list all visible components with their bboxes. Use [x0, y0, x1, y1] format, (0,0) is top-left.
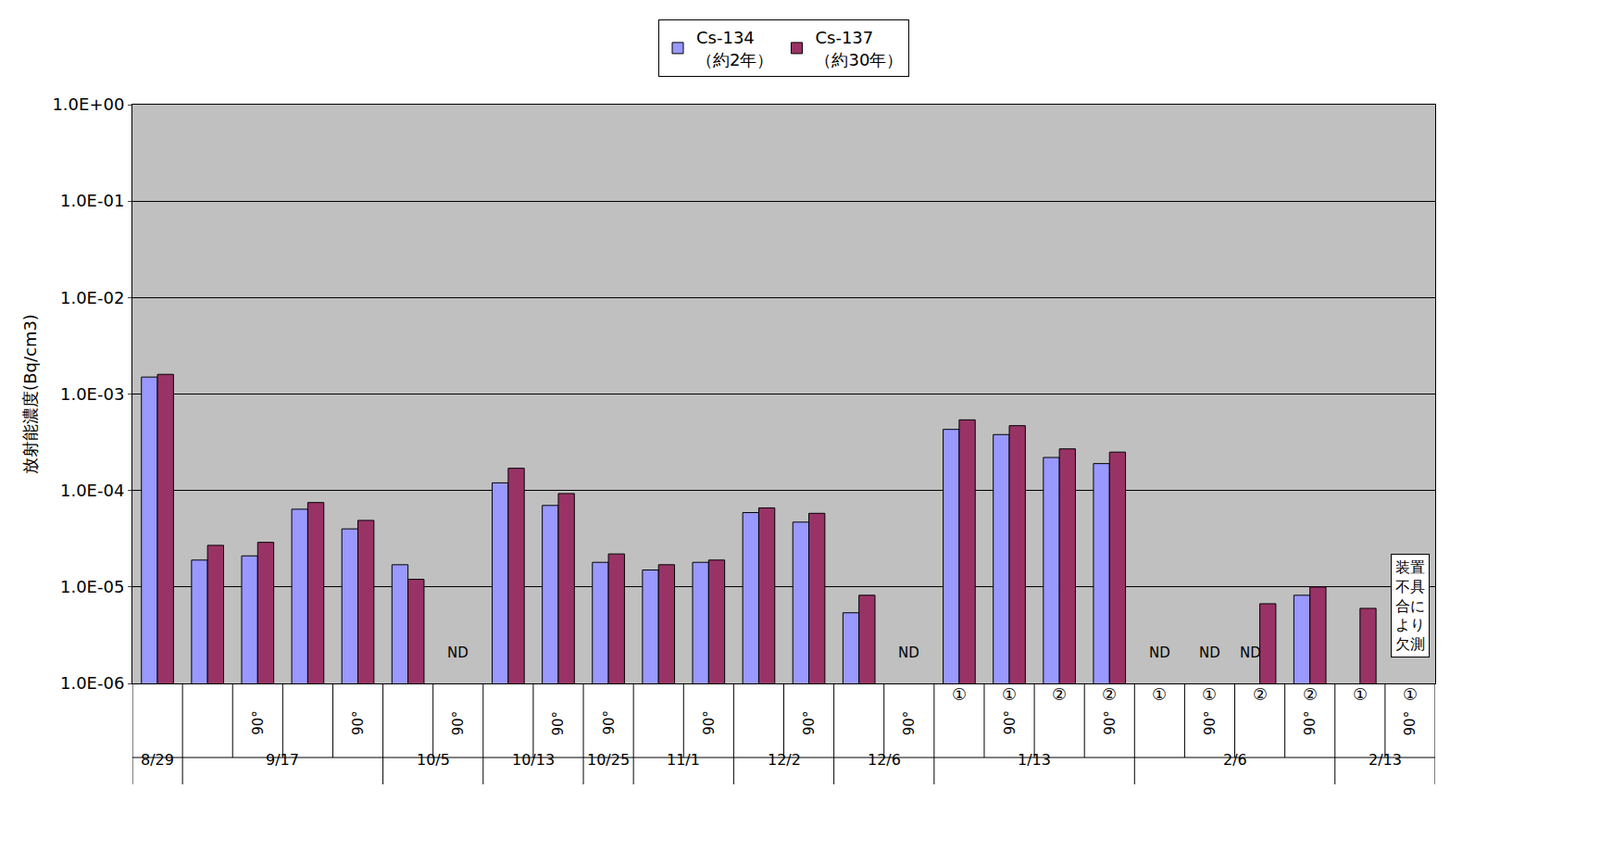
svg-text:1.0E-06: 1.0E-06 [60, 673, 125, 693]
svg-text:90°: 90° [1301, 711, 1319, 737]
svg-text:10/13: 10/13 [512, 750, 555, 769]
svg-text:12/6: 12/6 [867, 750, 901, 769]
svg-text:1.0E-02: 1.0E-02 [60, 287, 125, 308]
svg-text:①: ① [1001, 684, 1017, 704]
svg-text:放射能濃度(Bq/cm3): 放射能濃度(Bq/cm3) [20, 313, 40, 475]
svg-text:90°: 90° [1101, 710, 1119, 736]
svg-text:Cs-134（約2年）: Cs-134（約2年） [696, 27, 774, 69]
svg-text:ND: ND [447, 644, 469, 662]
svg-text:90°: 90° [1401, 711, 1419, 737]
svg-text:90°: 90° [550, 711, 567, 737]
svg-text:ND: ND [1149, 644, 1171, 662]
svg-text:90°: 90° [900, 711, 918, 737]
svg-text:90°: 90° [350, 710, 367, 736]
svg-text:①: ① [1201, 684, 1217, 704]
svg-text:②: ② [1252, 684, 1268, 704]
svg-text:ND: ND [1239, 644, 1262, 662]
svg-text:90°: 90° [1001, 710, 1019, 736]
svg-text:9/17: 9/17 [265, 750, 300, 769]
svg-text:装置不具合により欠測: 装置不具合により欠測 [1395, 558, 1425, 653]
svg-text:12/2: 12/2 [767, 750, 801, 769]
svg-text:①: ① [1151, 684, 1167, 704]
svg-text:①: ① [1402, 684, 1418, 704]
svg-text:②: ② [1051, 684, 1067, 704]
svg-text:ND: ND [1199, 644, 1221, 662]
svg-text:①: ① [1352, 684, 1368, 704]
svg-text:①: ① [951, 684, 967, 704]
svg-text:8/29: 8/29 [140, 750, 175, 769]
svg-text:90°: 90° [450, 711, 467, 737]
svg-text:2/13: 2/13 [1368, 750, 1402, 769]
svg-text:90°: 90° [250, 710, 267, 736]
svg-text:90°: 90° [1201, 710, 1219, 736]
svg-text:1.0E-05: 1.0E-05 [60, 576, 125, 597]
svg-text:②: ② [1302, 684, 1318, 704]
svg-text:1.0E+00: 1.0E+00 [51, 94, 125, 114]
svg-text:Cs-137（約30年）: Cs-137（約30年） [814, 27, 903, 69]
svg-text:②: ② [1101, 684, 1117, 704]
svg-text:11/1: 11/1 [666, 750, 700, 769]
svg-text:2/6: 2/6 [1223, 750, 1248, 769]
svg-text:90°: 90° [800, 710, 818, 736]
svg-text:90°: 90° [600, 710, 618, 736]
svg-text:10/25: 10/25 [587, 750, 630, 769]
svg-text:ND: ND [898, 644, 920, 662]
svg-text:10/5: 10/5 [416, 750, 450, 769]
svg-text:90°: 90° [700, 710, 718, 736]
svg-text:1.0E-03: 1.0E-03 [60, 384, 125, 404]
svg-text:1.0E-01: 1.0E-01 [60, 190, 125, 211]
svg-text:1/13: 1/13 [1017, 750, 1051, 769]
svg-text:1.0E-04: 1.0E-04 [60, 480, 125, 500]
